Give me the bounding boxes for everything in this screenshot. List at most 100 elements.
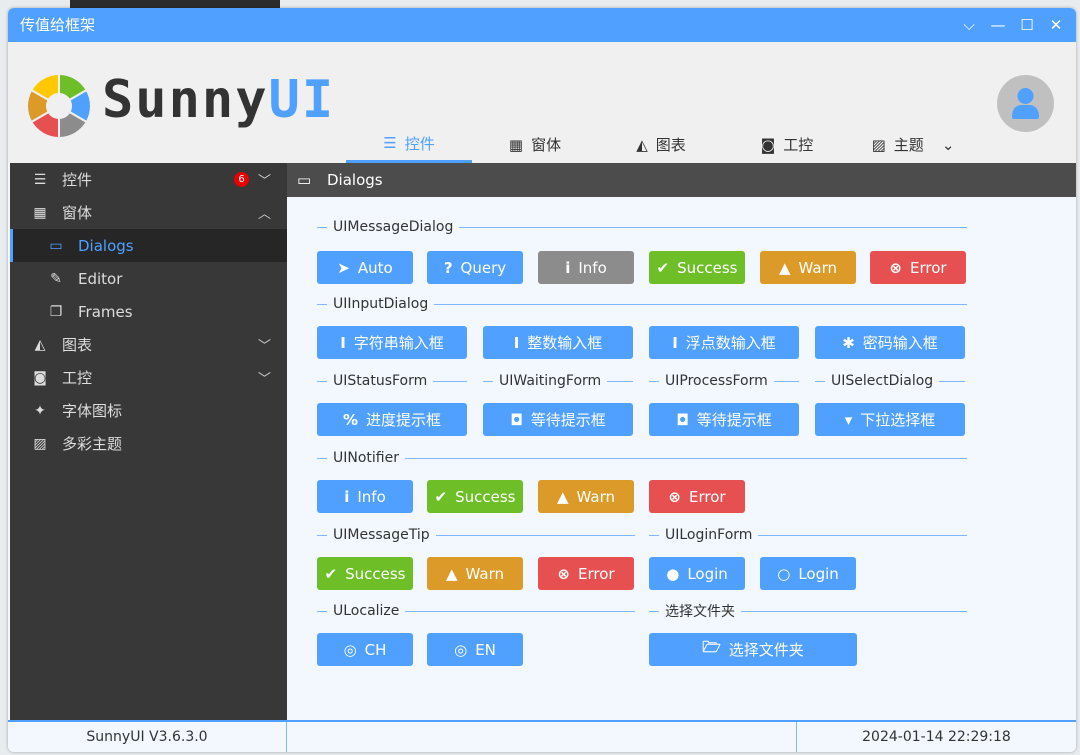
image-icon: ▨ [33, 435, 47, 452]
warn-button[interactable]: ▲ Warn [427, 557, 523, 590]
chevron-down-icon[interactable]: ﹀ [258, 174, 272, 189]
chevron-down-icon[interactable]: ⌵ [963, 16, 975, 34]
button-label: Query [460, 258, 507, 277]
group-label: ULocalize [317, 603, 635, 619]
query-button[interactable]: ? Query [427, 251, 523, 284]
group-label: UISelectDialog [815, 373, 965, 389]
en-button[interactable]: ◎ EN [427, 633, 523, 666]
login-button[interactable]: ● Login [649, 557, 745, 590]
divider [649, 610, 659, 612]
maximize-button[interactable]: ☐ [1020, 16, 1034, 34]
windows-icon: ▦ [33, 204, 47, 221]
button-label: Login [687, 564, 728, 583]
globe-icon: ◎ [454, 640, 468, 659]
divider [649, 534, 659, 536]
button-label: 整数输入框 [527, 334, 603, 352]
warn-button[interactable]: ▲ Warn [538, 480, 634, 513]
group-title: UIWaitingForm [499, 373, 602, 389]
page-header: ▭ Dialogs [287, 163, 1076, 197]
sidebar-item[interactable]: ▦ 窗体 ︿ [10, 196, 287, 229]
gauge-icon: ◙ [33, 369, 47, 386]
divider [317, 380, 327, 382]
check-circle-icon: ✔ [656, 258, 670, 277]
dialogs-panel: UIMessageDialog UIInputDialog UIStatusForm… [287, 197, 1076, 720]
button-label: Info [357, 487, 386, 506]
整数输入框-button[interactable]: I 整数输入框 [483, 326, 633, 359]
divider [317, 457, 327, 459]
sidebar-item-label: 控件 [62, 171, 93, 189]
success-button[interactable]: ✔ Success [427, 480, 523, 513]
sidebar-item[interactable]: ✦ 字体图标 [10, 394, 287, 427]
group-title: UIMessageDialog [333, 219, 454, 235]
下拉选择框-button[interactable]: ▾ 下拉选择框 [815, 403, 965, 436]
caret-down-icon: ▾ [844, 410, 853, 429]
windows-icon: ▦ [508, 135, 524, 154]
info-button[interactable]: i Info [538, 251, 634, 284]
percent-icon: % [342, 410, 358, 429]
chevron-down-icon[interactable]: ﹀ [258, 372, 272, 387]
group-title: UIMessageTip [333, 527, 430, 543]
group-title: ULocalize [333, 603, 400, 619]
tab-charts[interactable]: ◭ 图表 [636, 135, 686, 155]
sidebar: ☰ 控件 6 ﹀ ▦ 窗体 ︿ ▭ Dialogs ✎ Editor ❐ Frames ◭ 图表 ﹀ ◙ 工控 ﹀ ✦… [10, 163, 287, 720]
copy-icon: ❐ [49, 303, 63, 320]
main-window: 传值给框架 ⌵ — ☐ ✕ SunnyUI ☰ 控件 ▦ 窗体 ◭ 图表 ◙ 工控 ▨ 主… [8, 8, 1076, 752]
avatar[interactable] [997, 75, 1054, 132]
sidebar-item[interactable]: ▨ 多彩主题 [10, 427, 287, 460]
divider [317, 534, 327, 536]
button-label: Error [910, 258, 947, 277]
group-label: UIMessageDialog [317, 219, 967, 235]
button-label: Warn [576, 487, 616, 506]
error-button[interactable]: ⊗ Error [649, 480, 745, 513]
sidebar-item[interactable]: ❐ Frames [10, 295, 287, 328]
tab-industrial[interactable]: ◙ 工控 [760, 135, 814, 155]
sidebar-item[interactable]: ▭ Dialogs [10, 229, 287, 262]
等待提示框-button[interactable]: ◘ 等待提示框 [483, 403, 633, 436]
list-icon: ☰ [383, 134, 397, 152]
sidebar-item[interactable]: ◭ 图表 ﹀ [10, 328, 287, 361]
字符串输入框-button[interactable]: I 字符串输入框 [317, 326, 467, 359]
浮点数输入框-button[interactable]: I 浮点数输入框 [649, 326, 799, 359]
tab-theme[interactable]: ▨ 主题 ⌄ [871, 135, 955, 155]
success-button[interactable]: ✔ Success [317, 557, 413, 590]
info-button[interactable]: i Info [317, 480, 413, 513]
sidebar-item[interactable]: ◙ 工控 ﹀ [10, 361, 287, 394]
tab-forms[interactable]: ▦ 窗体 [508, 135, 562, 155]
question-icon: ? [443, 258, 453, 277]
error-button[interactable]: ⊗ Error [870, 251, 966, 284]
header: SunnyUI ☰ 控件 ▦ 窗体 ◭ 图表 ◙ 工控 ▨ 主题 ⌄ [8, 42, 1076, 163]
divider [649, 380, 659, 382]
divider [405, 610, 635, 612]
area-chart-icon: ◭ [34, 336, 46, 353]
选择文件夹-button[interactable]: 🗁 选择文件夹 [649, 633, 857, 666]
user-icon [1012, 88, 1039, 119]
window-title: 传值给框架 [20, 16, 96, 34]
进度提示框-button[interactable]: % 进度提示框 [317, 403, 467, 436]
chevron-down-icon[interactable]: ﹀ [258, 339, 272, 354]
等待提示框-button[interactable]: ◘ 等待提示框 [649, 403, 799, 436]
minimize-button[interactable]: — [990, 16, 1006, 34]
tab-controls[interactable]: ☰ 控件 [346, 126, 472, 163]
success-button[interactable]: ✔ Success [649, 251, 745, 284]
text-cursor-icon: I [340, 333, 346, 352]
chevron-up-icon[interactable]: ︿ [258, 207, 272, 222]
error-button[interactable]: ⊗ Error [538, 557, 634, 590]
group-title: UINotifier [333, 450, 399, 466]
密码输入框-button[interactable]: ✱ 密码输入框 [815, 326, 965, 359]
close-button[interactable]: ✕ [1049, 16, 1063, 34]
ch-button[interactable]: ◎ CH [317, 633, 413, 666]
sidebar-item[interactable]: ✎ Editor [10, 262, 287, 295]
sidebar-item[interactable]: ☰ 控件 6 ﹀ [10, 163, 287, 196]
button-label: 等待提示框 [530, 411, 606, 429]
warn-button[interactable]: ▲ Warn [760, 251, 856, 284]
image-icon: ▨ [871, 135, 886, 154]
group-title: UISelectDialog [831, 373, 934, 389]
user-outline-icon: ○ [777, 564, 791, 583]
button-label: Warn [465, 564, 505, 583]
divider [317, 226, 327, 228]
auto-button[interactable]: ➤ Auto [317, 251, 413, 284]
login-button[interactable]: ○ Login [760, 557, 856, 590]
divider [317, 610, 327, 612]
button-label: 进度提示框 [366, 411, 442, 429]
button-label: 浮点数输入框 [685, 334, 776, 352]
